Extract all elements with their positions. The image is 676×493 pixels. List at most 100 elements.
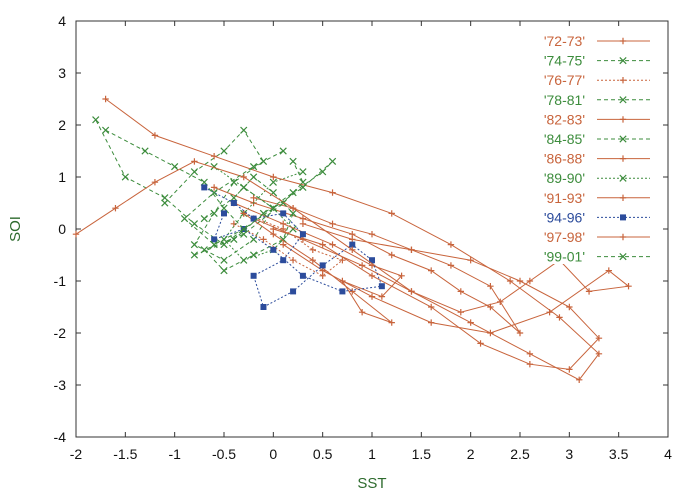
data-point [408,246,415,253]
data-point [605,267,612,274]
y-tick-label: 4 [58,13,66,29]
data-point [180,214,189,223]
data-point [240,210,247,217]
data-point [289,157,297,166]
data-point [339,257,346,264]
data-point [210,240,218,249]
legend-marker [619,135,627,143]
legend-marker [619,252,627,261]
data-point [190,168,199,176]
data-point [299,168,307,176]
data-point [467,257,474,264]
data-point [240,183,248,192]
data-point [101,126,110,134]
data-point [240,173,247,181]
series-5 [92,116,248,249]
data-point [259,209,268,218]
data-point [270,231,277,238]
data-point [250,194,257,201]
x-axis-label: SST [357,475,386,492]
legend-label: '84-85' [544,131,585,147]
data-point [210,184,218,191]
legend-label: '97-98' [544,229,585,245]
y-axis-label: SOI [7,216,24,242]
data-point [290,288,297,295]
data-point [270,246,277,253]
data-point [260,236,267,243]
data-point [467,319,474,326]
x-tick-label: 3.5 [609,446,629,462]
series-line [213,186,521,334]
data-point [388,319,395,326]
legend-label: '91-93' [544,190,585,206]
series-line [183,150,333,256]
series-3 [200,157,307,275]
data-point [230,200,237,206]
data-point [161,199,169,207]
series-layer [72,95,632,383]
data-point [378,283,385,290]
data-point [428,267,435,274]
x-tick-label: 1.5 [412,446,432,462]
data-point [280,257,287,264]
data-point [477,340,484,347]
legend-label: '89-90' [544,170,585,186]
legend-marker [619,233,627,241]
data-point [526,361,534,368]
data-point [349,288,356,295]
data-point [280,241,287,248]
data-point [398,272,405,279]
data-point [289,209,297,218]
data-point [289,257,297,264]
data-point [260,304,267,310]
data-point [329,189,336,196]
data-point [319,168,327,176]
legend-marker [619,174,627,182]
data-point [121,173,129,181]
data-point [378,293,386,300]
data-point [220,256,228,264]
data-point [220,266,228,275]
data-point [625,283,632,290]
data-point [211,236,218,243]
x-tick-label: -0.5 [212,446,236,462]
y-tick-label: 2 [58,117,66,133]
x-tick-label: 0 [269,446,277,462]
data-point [221,210,227,217]
series-2 [230,210,346,279]
series-4 [270,220,603,373]
data-point [280,210,287,217]
data-point [368,293,376,300]
data-point [92,116,100,124]
data-point [428,319,435,326]
x-tick-label: 2.5 [510,446,530,462]
data-point [349,241,356,248]
data-point [230,178,238,186]
data-point [289,205,297,212]
data-point [240,126,248,134]
data-point [299,231,306,238]
data-point [516,329,524,337]
series-line [233,212,344,277]
data-point [309,257,316,264]
legend-marker [619,77,627,84]
legend-marker [620,214,626,221]
series-9 [201,184,385,310]
legend-marker [619,116,627,123]
legend-label: '82-83' [544,111,585,127]
data-point [112,205,119,212]
data-point [250,215,257,222]
x-tick-label: -1 [168,446,181,462]
legend-label: '78-81' [544,92,585,108]
y-tick-label: 0 [58,221,66,237]
data-point [585,288,593,295]
data-point [388,210,395,217]
x-tick-label: -2 [70,446,83,462]
series-8 [230,199,405,326]
legend: '72-73' '74-75' '76-77' '78-81' '82-83' '84-8… [516,28,662,265]
data-point [269,204,277,212]
data-point [556,314,563,321]
data-point [201,184,208,191]
data-point [279,147,287,155]
data-point [309,246,316,253]
